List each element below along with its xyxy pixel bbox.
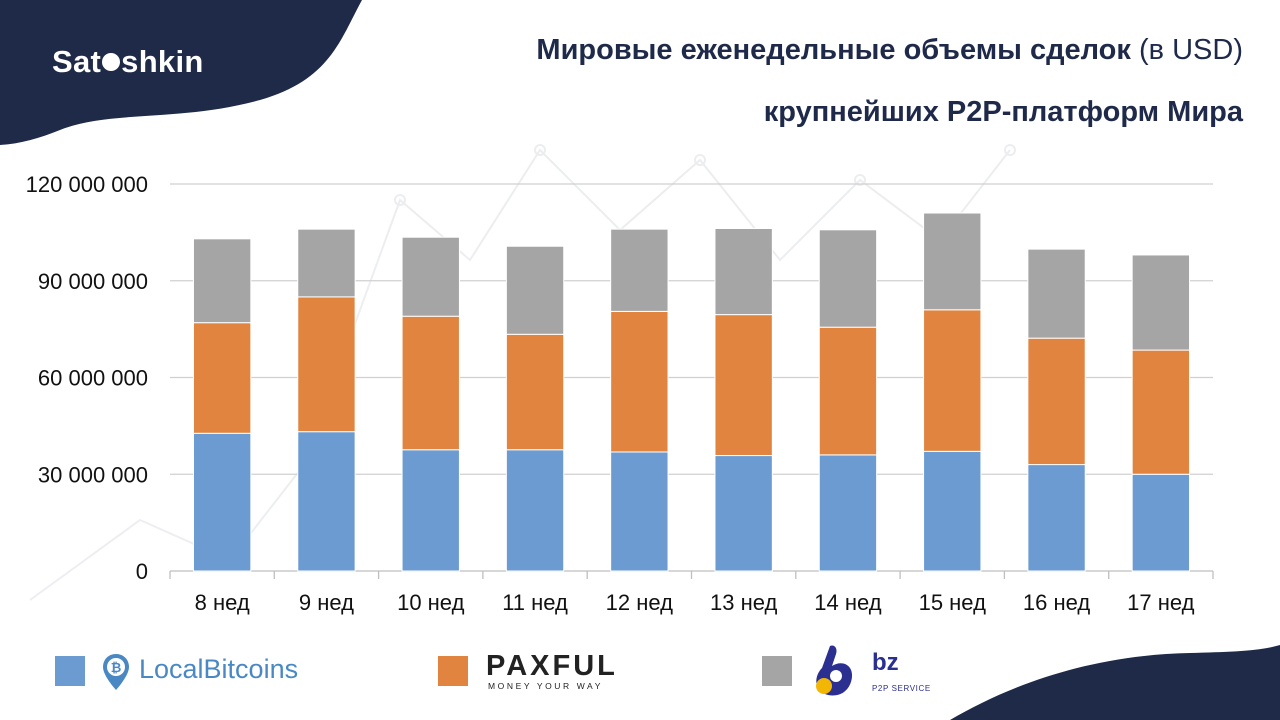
x-tick-label: 17 нед: [1127, 590, 1194, 615]
chart-title-main: Мировые еженедельные объемы сделок: [536, 34, 1131, 66]
legend-swatch-localbitcoins: [55, 656, 85, 686]
bar-segment-bz: [192, 238, 252, 324]
x-tick-label: 8 нед: [195, 590, 250, 615]
bar-segment-localbitcoins: [1131, 473, 1191, 572]
y-tick-label: 90 000 000: [38, 269, 148, 294]
bar-segment-paxful: [923, 309, 982, 452]
legend-sublabel-paxful: MONEY YOUR WAY: [488, 681, 603, 691]
bar-segment-localbitcoins: [610, 451, 669, 572]
bar-segment-bz: [714, 228, 773, 316]
y-tick-label: 60 000 000: [38, 366, 148, 391]
legend-label-bz: bz: [872, 649, 899, 676]
bar-segment-bz: [818, 229, 878, 328]
corner-shape-bottom-right: [950, 645, 1280, 720]
bar-segment-bz: [505, 245, 565, 335]
bar-segment-localbitcoins: [714, 455, 773, 572]
x-tick-label: 12 нед: [606, 590, 673, 615]
bar-segment-localbitcoins: [401, 449, 460, 572]
bar-segment-bz: [401, 236, 460, 317]
logo-text-end: shkin: [121, 44, 204, 79]
brand-corner-shape: [0, 0, 362, 145]
bar-segment-paxful: [1027, 337, 1086, 466]
x-tick-label: 10 нед: [397, 590, 464, 615]
y-tick-label: 0: [136, 559, 148, 584]
chart-subtitle: крупнейших P2P-платформ Мира: [763, 96, 1243, 128]
x-tick-label: 11 нед: [502, 590, 568, 615]
legend-label-paxful: PAXFUL: [486, 650, 618, 682]
bar-segment-paxful: [192, 322, 252, 434]
logo-text-start: Sat: [52, 44, 102, 79]
bar-segment-bz: [923, 212, 982, 311]
chart-title: Мировые еженедельные объемы сделок (в US…: [536, 34, 1243, 67]
bar-segment-bz: [1131, 254, 1191, 351]
svg-text:₿: ₿: [111, 660, 122, 675]
x-tick-label: 13 нед: [710, 590, 777, 615]
legend-swatch-bz: [762, 656, 792, 686]
bar-segment-paxful: [401, 315, 460, 451]
x-tick-label: 14 нед: [814, 590, 881, 615]
bar-segment-localbitcoins: [1027, 464, 1086, 572]
bar-segment-localbitcoins: [297, 431, 356, 572]
bar-segment-localbitcoins: [818, 454, 878, 572]
bar-segment-paxful: [1131, 349, 1191, 475]
satoshkin-logo[interactable]: Sat shkin: [52, 44, 204, 80]
bar-segment-localbitcoins: [923, 450, 982, 572]
y-tick-label: 30 000 000: [38, 462, 148, 487]
bitcoin-pin-icon: ₿: [103, 654, 129, 690]
bar-segment-paxful: [610, 310, 669, 453]
legend-swatch-paxful: [438, 656, 468, 686]
ok-hand-icon: [816, 645, 852, 696]
bar-segment-bz: [1027, 248, 1086, 339]
bar-segment-localbitcoins: [505, 449, 565, 572]
legend-label-localbitcoins: LocalBitcoins: [139, 654, 299, 684]
y-tick-label: 120 000 000: [26, 172, 148, 197]
x-tick-label: 15 нед: [919, 590, 986, 615]
x-tick-label: 9 нед: [299, 590, 354, 615]
bar-segment-bz: [297, 228, 356, 298]
legend-sublabel-bz: P2P SERVICE: [872, 684, 931, 693]
stacked-bar-chart: 0 30 000 000 60 000 000 90 000 000 120 000 0…: [26, 172, 1214, 615]
chart-title-unit: (в USD): [1138, 34, 1243, 66]
bar-segment-paxful: [505, 333, 565, 451]
bar-segment-paxful: [714, 314, 773, 457]
x-tick-label: 16 нед: [1023, 590, 1090, 615]
bar-segment-paxful: [818, 326, 878, 456]
bar-segment-paxful: [297, 296, 356, 433]
bar-segment-localbitcoins: [192, 432, 252, 572]
logo-hat-icon: [102, 53, 121, 71]
bar-segment-bz: [610, 228, 669, 312]
